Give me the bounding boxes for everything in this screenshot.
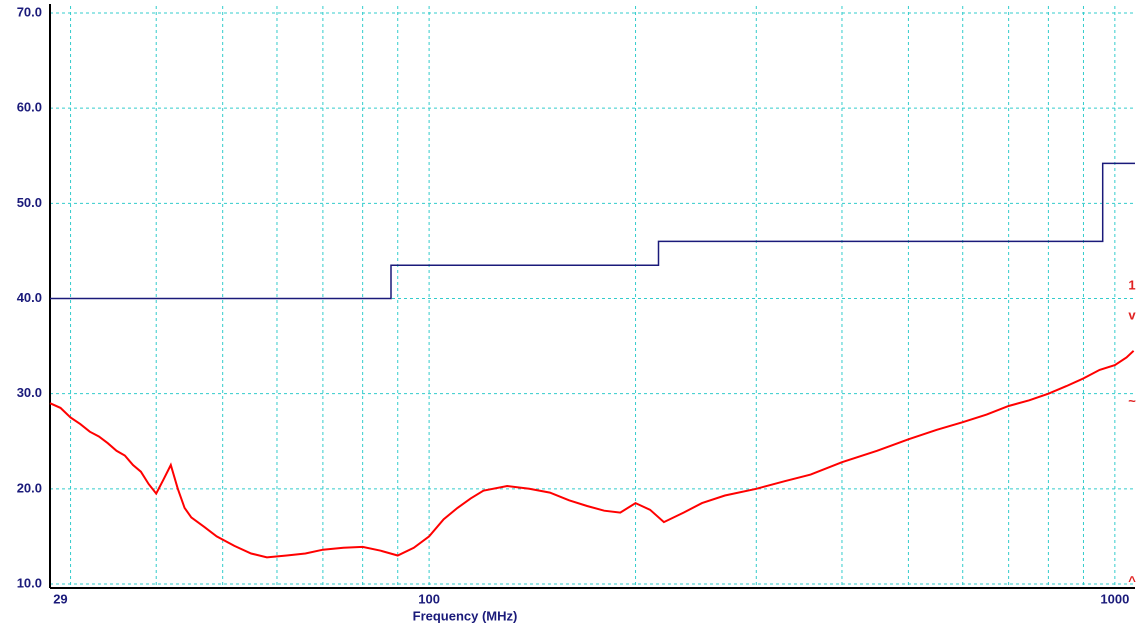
marker-label: 1 xyxy=(1128,277,1135,292)
x-tick-label: 100 xyxy=(418,591,440,606)
x-tick-label: 1000 xyxy=(1100,591,1129,606)
y-tick-label: 20.0 xyxy=(17,480,42,495)
y-tick-label: 40.0 xyxy=(17,290,42,305)
marker-label: ~ xyxy=(1128,393,1136,408)
marker-label: v xyxy=(1128,307,1136,322)
series-line xyxy=(49,350,1135,559)
series-line xyxy=(50,162,1135,300)
x-axis-label: Frequency (MHz) xyxy=(413,608,518,623)
marker-label: ^ xyxy=(1128,573,1136,588)
y-tick-label: 50.0 xyxy=(17,195,42,210)
y-tick-label: 30.0 xyxy=(17,385,42,400)
y-tick-label: 60.0 xyxy=(17,100,42,115)
y-tick-label: 10.0 xyxy=(17,575,42,590)
x-tick-label: 29 xyxy=(53,591,67,606)
y-tick-label: 70.0 xyxy=(17,4,42,19)
